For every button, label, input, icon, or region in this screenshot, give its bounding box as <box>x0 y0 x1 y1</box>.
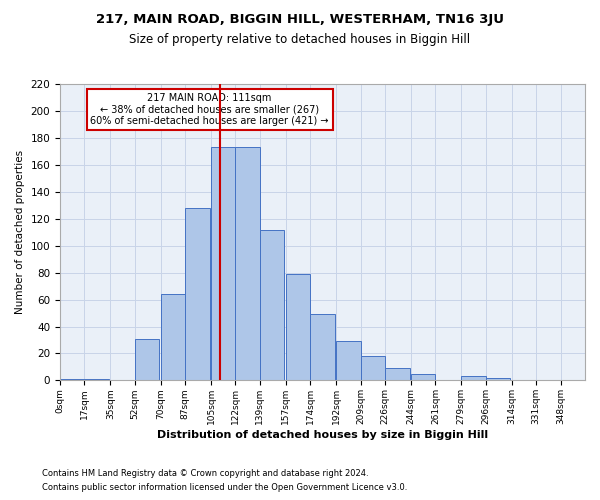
Bar <box>310 314 335 380</box>
Bar <box>161 294 185 380</box>
Y-axis label: Number of detached properties: Number of detached properties <box>15 150 25 314</box>
Bar <box>85 379 109 380</box>
Bar <box>385 368 410 380</box>
Bar <box>286 274 310 380</box>
Bar <box>461 376 486 380</box>
X-axis label: Distribution of detached houses by size in Biggin Hill: Distribution of detached houses by size … <box>157 430 488 440</box>
Bar <box>60 379 85 380</box>
Bar <box>211 148 235 380</box>
Bar <box>235 148 260 380</box>
Bar <box>260 230 284 380</box>
Text: 217 MAIN ROAD: 111sqm
← 38% of detached houses are smaller (267)
60% of semi-det: 217 MAIN ROAD: 111sqm ← 38% of detached … <box>91 93 329 126</box>
Bar <box>135 338 159 380</box>
Bar <box>361 356 385 380</box>
Text: 217, MAIN ROAD, BIGGIN HILL, WESTERHAM, TN16 3JU: 217, MAIN ROAD, BIGGIN HILL, WESTERHAM, … <box>96 12 504 26</box>
Bar <box>411 374 436 380</box>
Text: Size of property relative to detached houses in Biggin Hill: Size of property relative to detached ho… <box>130 32 470 46</box>
Text: Contains HM Land Registry data © Crown copyright and database right 2024.: Contains HM Land Registry data © Crown c… <box>42 468 368 477</box>
Text: Contains public sector information licensed under the Open Government Licence v3: Contains public sector information licen… <box>42 484 407 492</box>
Bar <box>185 208 209 380</box>
Bar <box>486 378 510 380</box>
Bar <box>336 342 361 380</box>
